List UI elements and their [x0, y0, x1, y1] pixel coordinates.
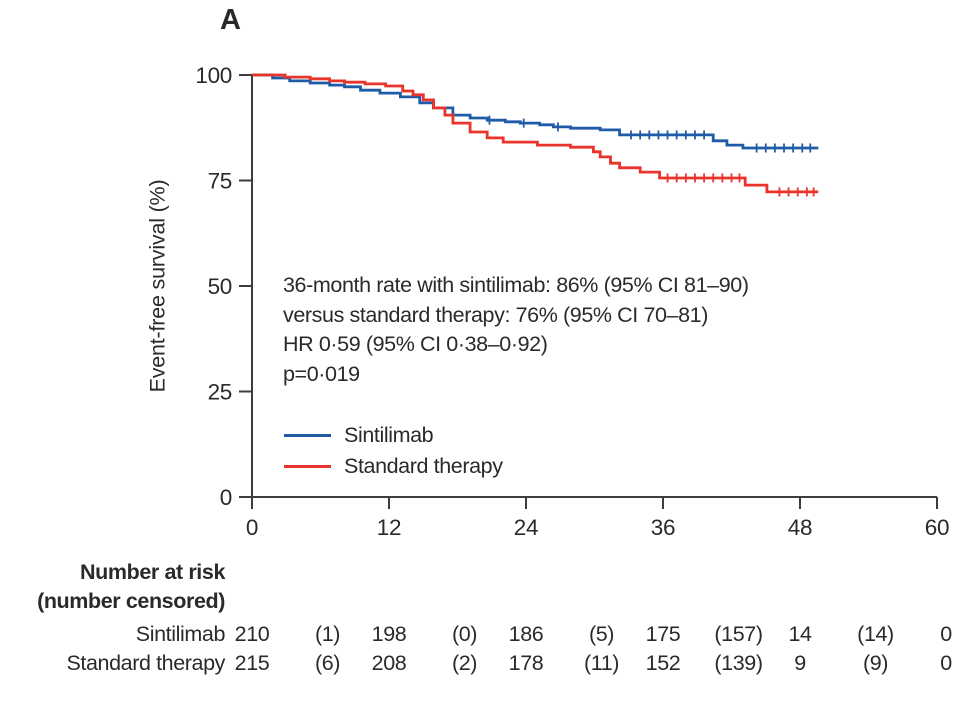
risk-cell: 14 [788, 622, 812, 646]
risk-cell: (9) [862, 651, 889, 675]
y-tick-label: 100 [195, 63, 232, 88]
x-tick-label: 24 [514, 515, 538, 540]
annotation-line-2: versus standard therapy: 76% (95% CI 70–… [283, 302, 708, 327]
risk-cell: (14) [857, 622, 894, 646]
risk-cell: 152 [645, 651, 681, 675]
legend-item-sintilimab: Sintilimab [284, 420, 503, 451]
panel-label: A [220, 4, 241, 36]
y-tick-label: 75 [208, 169, 232, 194]
risk-table-title: Number at risk [80, 560, 225, 584]
x-tick-label: 12 [377, 515, 401, 540]
y-tick-label: 50 [208, 274, 232, 299]
risk-cell: (0) [451, 622, 478, 646]
risk-cell: 215 [234, 651, 270, 675]
x-tick-label: 0 [246, 515, 258, 540]
annotation-line-3: HR 0·59 (95% CI 0·38–0·92) [283, 332, 548, 356]
risk-cell: (11) [583, 651, 620, 675]
legend-label-sintilimab: Sintilimab [344, 423, 434, 447]
risk-cell: (139) [714, 651, 763, 675]
risk-row-label: Sintilimab [135, 622, 226, 646]
legend-swatch-standard-therapy [284, 464, 331, 469]
risk-cell: 186 [508, 622, 544, 646]
stats-annotation: 36-month rate with sintilimab: 86% (95% … [283, 271, 749, 389]
survival-curve-sintilimab [252, 73, 819, 150]
risk-row-label: Standard therapy [66, 651, 225, 675]
legend-label-standard-therapy: Standard therapy [344, 454, 503, 478]
legend-item-standard-therapy: Standard therapy [284, 451, 503, 482]
annotation-line-1: 36-month rate with sintilimab: 86% (95% … [283, 273, 749, 297]
risk-cell: 210 [234, 622, 270, 646]
x-tick-label: 60 [925, 515, 949, 540]
risk-cell: (1) [314, 622, 341, 646]
risk-cell: 0 [940, 622, 952, 646]
legend: Sintilimab Standard therapy [284, 420, 503, 482]
risk-cell: 208 [371, 651, 407, 675]
risk-cell: 0 [940, 651, 952, 675]
risk-table-subtitle: (number censored) [37, 589, 225, 613]
risk-cell: (2) [451, 651, 478, 675]
risk-cell: 198 [371, 622, 407, 646]
y-tick-label: 0 [220, 485, 232, 510]
risk-cell: 9 [794, 651, 806, 675]
x-tick-label: 48 [788, 515, 812, 540]
legend-swatch-sintilimab [284, 433, 331, 438]
risk-cell: (157) [714, 622, 763, 646]
risk-cell: 178 [508, 651, 544, 675]
survival-curve-standard-therapy [252, 73, 819, 194]
annotation-line-4: p=0·019 [283, 361, 360, 386]
x-tick-label: 36 [651, 515, 675, 540]
risk-cell: (5) [588, 622, 615, 646]
y-tick-label: 25 [208, 380, 232, 405]
risk-cell: 175 [645, 622, 681, 646]
risk-cell: (6) [314, 651, 341, 675]
